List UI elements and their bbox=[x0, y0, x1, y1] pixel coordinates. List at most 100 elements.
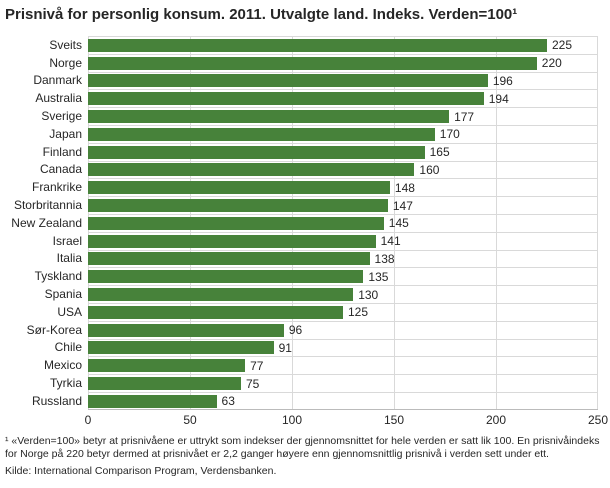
bar bbox=[88, 252, 370, 266]
bar bbox=[88, 92, 484, 106]
category-label: Frankrike bbox=[31, 180, 82, 195]
bar-track: 96 bbox=[88, 320, 598, 339]
x-tick-label: 200 bbox=[485, 412, 507, 427]
bar bbox=[88, 181, 390, 195]
value-label: 225 bbox=[552, 38, 573, 53]
value-label: 147 bbox=[392, 198, 413, 213]
bar-track: 138 bbox=[88, 249, 598, 268]
x-tick-label: 0 bbox=[84, 412, 92, 427]
value-label: 138 bbox=[374, 251, 395, 266]
source-text: Kilde: International Comparison Program,… bbox=[5, 465, 277, 478]
value-label: 160 bbox=[419, 162, 440, 177]
table-row: Russland 63 bbox=[4, 391, 606, 410]
table-row: Finland 165 bbox=[4, 142, 606, 161]
x-axis-line bbox=[88, 408, 598, 410]
table-row: Sveits 225 bbox=[4, 36, 606, 54]
value-label: 194 bbox=[488, 91, 509, 106]
bar-track: 125 bbox=[88, 302, 598, 321]
value-label: 135 bbox=[368, 269, 389, 284]
category-label: Italia bbox=[56, 251, 82, 266]
bar bbox=[88, 270, 364, 284]
gridline bbox=[597, 36, 598, 410]
bar bbox=[88, 394, 217, 408]
bar bbox=[88, 38, 547, 52]
x-tick-label: 50 bbox=[183, 412, 197, 427]
value-label: 177 bbox=[454, 109, 475, 124]
x-tick-label: 100 bbox=[281, 412, 303, 427]
category-label: Sverige bbox=[41, 109, 82, 124]
category-label: Spania bbox=[44, 287, 82, 302]
category-label: Canada bbox=[39, 162, 82, 177]
bar bbox=[88, 56, 537, 70]
value-label: 75 bbox=[246, 376, 260, 391]
category-label: Finland bbox=[42, 144, 82, 159]
bar-track: 148 bbox=[88, 178, 598, 196]
bar bbox=[88, 110, 450, 124]
bar-track: 147 bbox=[88, 196, 598, 214]
bar bbox=[88, 341, 274, 355]
chart-title: Prisnivå for personlig konsum. 2011. Utv… bbox=[5, 6, 518, 23]
table-row: Chile 91 bbox=[4, 338, 606, 357]
value-label: 170 bbox=[439, 127, 460, 142]
bar-track: 91 bbox=[88, 338, 598, 357]
table-row: Australia 194 bbox=[4, 89, 606, 107]
bar-track: 170 bbox=[88, 124, 598, 143]
bar bbox=[88, 74, 488, 88]
bar-track: 141 bbox=[88, 231, 598, 250]
x-axis: 0 50 100 150 200 250 bbox=[84, 412, 608, 428]
table-row: Mexico 77 bbox=[4, 356, 606, 374]
bar-track: 145 bbox=[88, 213, 598, 232]
table-row: Tyskland 135 bbox=[4, 267, 606, 285]
value-label: 141 bbox=[380, 234, 401, 249]
table-row: Italia 138 bbox=[4, 249, 606, 268]
bar-track: 220 bbox=[88, 53, 598, 72]
bar-rows: Sveits 225 Norge 220 Danmark 196 Austral… bbox=[4, 36, 606, 410]
bar bbox=[88, 288, 354, 302]
table-row: Norge 220 bbox=[4, 53, 606, 72]
table-row: Japan 170 bbox=[4, 124, 606, 143]
category-label: Mexico bbox=[43, 358, 82, 373]
table-row: Frankrike 148 bbox=[4, 178, 606, 196]
bar-track: 63 bbox=[88, 391, 598, 410]
bar-track: 196 bbox=[88, 71, 598, 90]
category-label: New Zealand bbox=[11, 215, 82, 230]
category-label: Israel bbox=[52, 233, 82, 248]
bar bbox=[88, 359, 246, 373]
plot-area: Sveits 225 Norge 220 Danmark 196 Austral… bbox=[4, 36, 606, 410]
bar-track: 165 bbox=[88, 142, 598, 161]
bar bbox=[88, 234, 376, 248]
bar-track: 160 bbox=[88, 160, 598, 179]
category-label: Japan bbox=[49, 126, 82, 141]
bar-track: 135 bbox=[88, 267, 598, 285]
category-label: Tyrkia bbox=[49, 376, 82, 391]
value-label: 220 bbox=[541, 56, 562, 71]
bar bbox=[88, 163, 415, 177]
table-row: Canada 160 bbox=[4, 160, 606, 179]
table-row: Danmark 196 bbox=[4, 71, 606, 90]
bar-track: 194 bbox=[88, 89, 598, 107]
bar-track: 77 bbox=[88, 356, 598, 374]
bar bbox=[88, 323, 284, 337]
value-label: 96 bbox=[288, 323, 303, 338]
table-row: Israel 141 bbox=[4, 231, 606, 250]
table-row: USA 125 bbox=[4, 302, 606, 321]
bar-track: 177 bbox=[88, 107, 598, 125]
gridline bbox=[394, 36, 395, 410]
category-label: Sør-Korea bbox=[26, 322, 82, 337]
category-label: Sveits bbox=[49, 37, 82, 52]
table-row: Tyrkia 75 bbox=[4, 374, 606, 392]
bar-track: 225 bbox=[88, 36, 598, 54]
bar bbox=[88, 216, 384, 230]
category-label: Norge bbox=[49, 55, 82, 70]
value-label: 125 bbox=[348, 305, 369, 320]
category-label: Tyskland bbox=[34, 269, 82, 284]
bar bbox=[88, 127, 435, 141]
value-label: 63 bbox=[221, 394, 235, 409]
value-label: 91 bbox=[278, 340, 292, 355]
value-label: 165 bbox=[429, 145, 450, 160]
value-label: 130 bbox=[358, 287, 379, 302]
bar-track: 75 bbox=[88, 374, 598, 392]
value-label: 196 bbox=[492, 73, 513, 88]
value-label: 148 bbox=[394, 180, 415, 195]
